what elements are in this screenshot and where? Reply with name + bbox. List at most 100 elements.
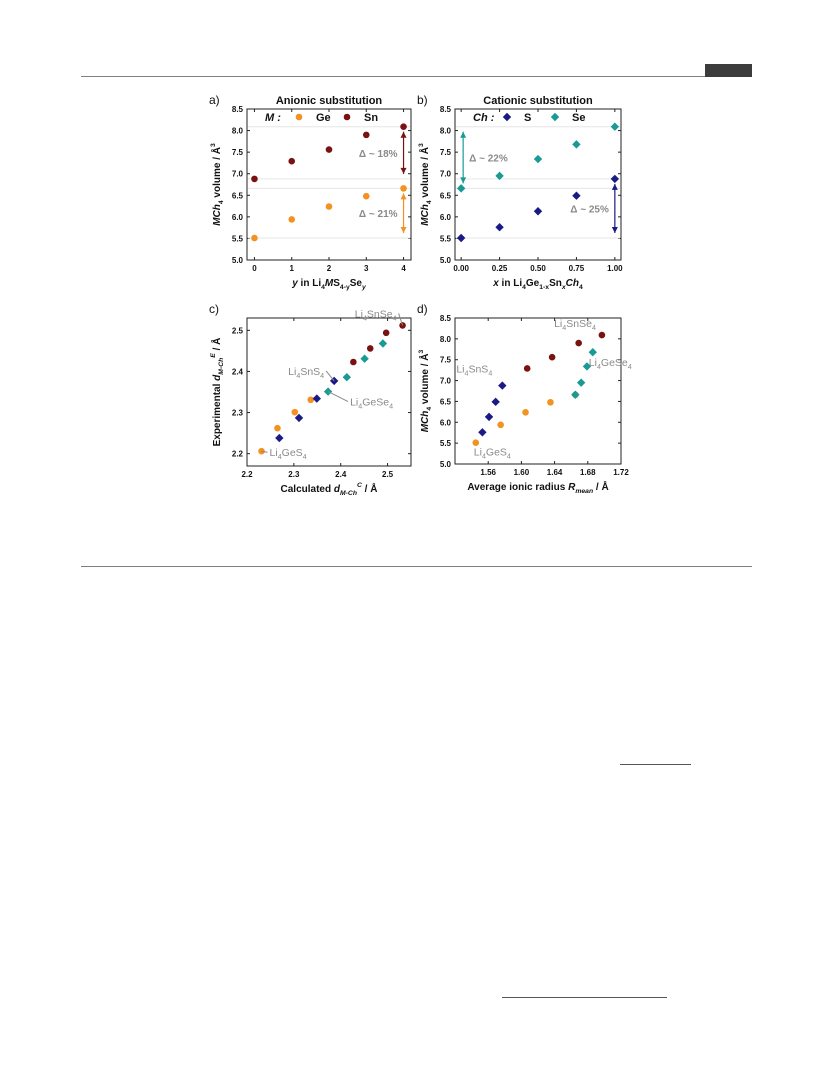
data-point (523, 365, 531, 372)
x-axis-label-part: x (492, 278, 499, 289)
underline-mark-2 (502, 997, 667, 998)
compound-label-part: Li (350, 397, 358, 409)
data-point (572, 191, 581, 200)
y-axis-label-part: / Å (210, 338, 223, 354)
data-point (497, 421, 504, 429)
y-tick-label: 7.0 (440, 170, 452, 179)
y-tick-label: 2.4 (232, 367, 244, 376)
y-tick-label: 2.2 (232, 450, 244, 459)
x-tick-label: 1 (290, 264, 295, 273)
data-point (576, 378, 586, 387)
data-point (274, 424, 281, 432)
compound-label-part: 4 (628, 363, 632, 371)
delta-label: Δ ~ 18% (359, 149, 398, 160)
y-axis-label-part: volume / Å (418, 353, 431, 406)
data-point (362, 192, 370, 200)
data-point (251, 175, 258, 183)
y-axis-label: Experimental dM-ChE / Å (210, 338, 225, 447)
y-tick-label: 8.5 (232, 105, 244, 114)
data-point (378, 339, 388, 348)
data-point (472, 439, 480, 447)
plot-frame (246, 108, 412, 261)
compound-label-part: 4 (488, 370, 492, 378)
x-axis-label: y in Li4MS4-ySey (291, 278, 367, 291)
x-axis-label-part: S (333, 278, 340, 289)
compound-label-part: 4 (597, 363, 601, 371)
x-tick-label: 0.75 (569, 264, 585, 273)
y-tick-label: 5.5 (232, 234, 244, 243)
y-axis-label-part: 3 (418, 349, 425, 353)
compound-label-part: 4 (363, 314, 367, 322)
panel-d: 5.0 5.5 6.0 6.5 7.0 7.5 8.0 8.5 1.56 1.60 1.64 1.68… (417, 302, 632, 495)
data-point (350, 358, 357, 366)
delta-arrow-head-bottom (611, 226, 618, 233)
plot-frame (454, 317, 622, 465)
data-point (251, 234, 258, 242)
data-point (382, 329, 390, 337)
data-point (400, 185, 407, 192)
compound-label-part: 4 (562, 324, 566, 332)
x-tick-label: 1.00 (607, 264, 623, 273)
compound-label-part: 4 (303, 453, 307, 461)
x-tick-label: 2.2 (241, 470, 253, 479)
label-leader (261, 450, 268, 453)
y-tick-label: 8.0 (440, 127, 452, 136)
compound-label-part: 4 (465, 370, 469, 378)
compound-label-part: Li (456, 364, 464, 376)
x-tick-label: 0.50 (530, 264, 546, 273)
compound-label-part: 4 (592, 324, 596, 332)
data-point (610, 174, 620, 184)
underline-mark-1 (620, 764, 691, 765)
y-tick-label: 7.5 (440, 148, 452, 157)
compound-label-part: Li (355, 308, 363, 320)
compound-label: Li4SnS4 (288, 366, 324, 380)
legend-title: M : (265, 112, 281, 124)
x-axis-label-part: Ge (526, 278, 540, 289)
x-axis-label-part: Sn (549, 278, 562, 289)
y-axis-label-part: Experimental (212, 381, 223, 447)
x-tick-label: 2.4 (335, 470, 347, 479)
x-axis-label-part: d (334, 484, 341, 495)
data-point (478, 428, 487, 437)
delta-arrow-head-top (400, 193, 407, 200)
compound-label-part: Li (474, 447, 482, 459)
compound-label-part: 4 (296, 372, 300, 380)
figure-bottom-rule (81, 566, 752, 567)
y-axis-label-part: E (210, 353, 217, 358)
x-tick-label: 3 (364, 264, 369, 273)
plot-frame (454, 108, 622, 261)
panel-a: 5.05.56.06.57.07.58.08.50 1 2 3 4a)MCh4 volu… (209, 93, 412, 291)
compound-label-part: 4 (507, 453, 511, 461)
legend-label: Ge (316, 112, 331, 124)
compound-label-part: 4 (393, 314, 397, 322)
y-tick-label: 6.0 (440, 418, 452, 427)
delta-arrow-head-top (400, 131, 407, 138)
x-axis-label: Average ionic radius Rmean / Å (467, 480, 608, 495)
compound-label-part: Li (288, 366, 296, 378)
compound-label-part: SnSe (367, 308, 393, 320)
legend-marker (343, 113, 351, 121)
data-point (533, 207, 543, 216)
x-axis-label-part: 4-y (340, 284, 350, 291)
y-tick-label: 5.0 (232, 256, 244, 265)
compound-label: Li4SnSe4 (554, 318, 596, 332)
x-tick-label: 2.3 (288, 470, 300, 479)
label-leader (398, 313, 404, 326)
legend-label: Sn (364, 112, 378, 124)
compound-label: Li4GeS4 (270, 447, 307, 461)
x-axis-label: x in Li4Ge1-xSnxCh4 (492, 278, 583, 291)
x-axis-label-part: in Li (499, 278, 523, 289)
compound-label-part: 4 (482, 453, 486, 461)
y-tick-label: 6.5 (440, 191, 452, 200)
data-point (288, 216, 296, 223)
data-point (366, 345, 374, 352)
y-tick-label: 6.5 (440, 397, 452, 406)
delta-arrow-head-top (460, 131, 467, 138)
y-tick-label: 7.0 (440, 377, 452, 386)
label-leader (325, 370, 335, 382)
delta-label: Δ ~ 21% (359, 209, 398, 220)
x-axis-label-part: 1-x (539, 284, 549, 291)
x-axis-label-part: x (561, 284, 567, 291)
x-tick-label: 1.56 (480, 468, 496, 477)
delta-arrow-head-bottom (400, 167, 407, 174)
